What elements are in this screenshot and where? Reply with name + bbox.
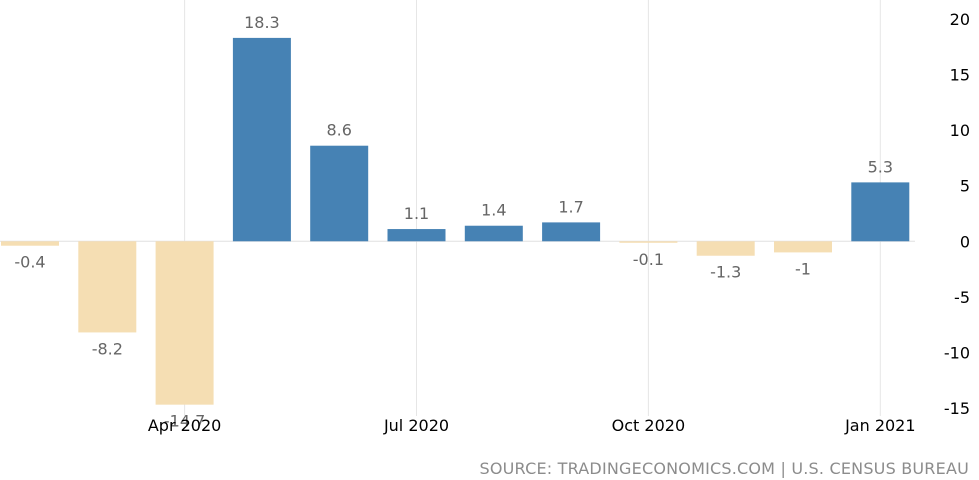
x-tick-label: Oct 2020 [612,416,685,435]
grid-lines [0,0,915,416]
data-label: -0.4 [14,253,45,272]
bar [696,241,755,256]
data-label: 1.4 [481,201,506,220]
bar [232,37,291,242]
x-tick-label: Jan 2021 [844,416,915,435]
bars [1,37,910,405]
data-label: -14.7 [164,412,205,431]
y-tick-label: 0 [960,232,970,251]
bar [155,241,214,405]
y-tick-label: -15 [944,399,970,418]
data-label: -1.3 [710,263,741,282]
y-tick-label: 5 [960,177,970,196]
data-label: 1.1 [404,204,429,223]
bar [464,225,523,242]
data-label: 5.3 [868,157,893,176]
data-label: 18.3 [244,13,280,32]
data-label: -0.1 [633,250,664,269]
data-labels: -0.4 -8.2 -14.7 18.3 8.6 1.1 1.4 1.7 -0.1 -1.3 -1 5… [14,13,893,431]
x-tick-label: Jul 2020 [383,416,449,435]
data-label: -8.2 [92,339,123,358]
y-tick-label: 10 [950,121,970,140]
y-tick-label: 15 [950,66,970,85]
bar [619,241,678,243]
bar [78,241,137,333]
bar [851,182,910,242]
y-tick-label: 20 [950,10,970,29]
y-tick-label: -5 [954,288,970,307]
bar [542,222,601,242]
source-attribution: SOURCE: TRADINGECONOMICS.COM | U.S. CENS… [479,459,969,478]
bar [387,229,446,242]
bar [310,145,369,242]
x-axis-ticks: Apr 2020 Jul 2020 Oct 2020 Jan 2021 [148,416,916,435]
y-axis-ticks: 20 15 10 5 0 -5 -10 -15 [944,10,970,418]
bar [1,241,59,246]
y-tick-label: -10 [944,343,970,362]
x-tick-label: Apr 2020 [148,416,221,435]
data-label: -1 [795,259,811,278]
bar [774,241,832,253]
data-label: 8.6 [326,121,351,140]
data-label: 1.7 [558,197,583,216]
